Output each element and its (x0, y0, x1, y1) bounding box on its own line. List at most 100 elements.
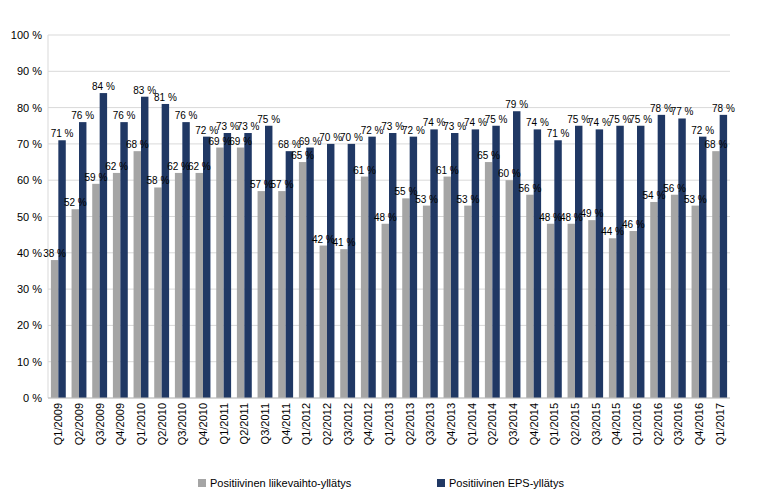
bar (616, 126, 623, 398)
bar (699, 137, 706, 398)
bar (320, 246, 327, 398)
data-label: 74 % (464, 117, 487, 128)
data-label: 73 % (381, 121, 404, 132)
bar (265, 126, 272, 398)
data-label: 69 % (299, 136, 322, 147)
data-label: 68 % (126, 139, 149, 150)
data-label: 75 % (257, 114, 280, 125)
x-tick-label: Q2/2011 (238, 403, 250, 444)
bar (720, 115, 727, 398)
bar (175, 173, 182, 398)
x-tick-label: Q4/2011 (280, 403, 292, 444)
bar (410, 137, 417, 398)
data-label: 58 % (147, 175, 170, 186)
bar (348, 144, 355, 398)
data-label: 74 % (588, 117, 611, 128)
bar (154, 187, 161, 398)
bar (113, 173, 120, 398)
data-label: 84 % (92, 81, 115, 92)
data-label: 71 % (547, 128, 570, 139)
x-tick-label: Q2/2015 (569, 403, 581, 445)
x-tick-label: Q3/2012 (342, 403, 354, 445)
bar (588, 220, 595, 398)
grid-line (48, 71, 730, 72)
x-tick-label: Q4/2015 (610, 403, 622, 445)
bar (196, 173, 203, 398)
y-tick-label: 40 % (17, 247, 42, 259)
data-label: 71 % (51, 128, 74, 139)
x-tick-label: Q2/2009 (73, 403, 85, 445)
data-label: 52 % (64, 197, 87, 208)
bar (575, 126, 582, 398)
bar (51, 260, 58, 398)
grid-line (48, 398, 730, 399)
data-label: 48 % (560, 212, 583, 223)
x-tick-label: Q4/2012 (362, 403, 374, 445)
x-tick-label: Q3/2015 (590, 403, 602, 445)
data-label: 75 % (485, 114, 508, 125)
bar (361, 177, 368, 398)
bar (554, 140, 561, 398)
x-tick-label: Q4/2014 (528, 403, 540, 445)
data-label: 74 % (526, 117, 549, 128)
data-label: 62 % (188, 161, 211, 172)
x-tick-label: Q1/2015 (548, 403, 560, 445)
data-label: 75 % (609, 114, 632, 125)
bar (547, 224, 554, 398)
data-label: 76 % (113, 110, 136, 121)
data-label: 65 % (477, 150, 500, 161)
bar (712, 151, 719, 398)
bar (258, 191, 265, 398)
bar (534, 129, 541, 398)
bar (637, 126, 644, 398)
bar (671, 195, 678, 398)
data-label: 61 % (353, 165, 376, 176)
bar (596, 129, 603, 398)
bar (506, 180, 513, 398)
x-tick-label: Q4/2016 (693, 403, 705, 445)
data-label: 57 % (250, 179, 273, 190)
data-label: 41 % (333, 237, 356, 248)
bar (382, 224, 389, 398)
bar (216, 148, 223, 398)
data-label: 81 % (154, 92, 177, 103)
data-label: 75 % (629, 114, 652, 125)
y-tick-label: 20 % (17, 319, 42, 331)
grid-line (48, 107, 730, 108)
data-label: 65 % (291, 150, 314, 161)
data-label: 60 % (498, 168, 521, 179)
bar (526, 195, 533, 398)
bar (630, 231, 637, 398)
data-label: 73 % (216, 121, 239, 132)
bar (464, 206, 471, 398)
y-tick-label: 10 % (17, 356, 42, 368)
data-label: 73 % (443, 121, 466, 132)
x-tick-label: Q2/2010 (156, 403, 168, 445)
data-label: 61 % (436, 165, 459, 176)
x-axis-line (48, 398, 730, 399)
legend-swatch (437, 479, 445, 487)
data-label: 70 % (319, 132, 342, 143)
bar (609, 238, 616, 398)
data-label: 53 % (415, 194, 438, 205)
data-label: 75 % (567, 114, 590, 125)
data-label: 72 % (691, 125, 714, 136)
data-label: 44 % (601, 226, 624, 237)
x-tick-label: Q3/2016 (672, 403, 684, 445)
x-tick-label: Q2/2013 (404, 403, 416, 445)
chart: 0 %10 %20 %30 %40 %50 %60 %70 %80 %90 %1… (0, 0, 757, 502)
bar (203, 137, 210, 398)
data-label: 57 % (271, 179, 294, 190)
data-label: 53 % (457, 194, 480, 205)
data-label: 70 % (340, 132, 363, 143)
data-label: 56 % (519, 183, 542, 194)
data-label: 62 % (105, 161, 128, 172)
x-tick-label: Q1/2012 (300, 403, 312, 445)
y-axis-line (48, 35, 49, 398)
data-label: 76 % (175, 110, 198, 121)
x-tick-label: Q2/2012 (321, 403, 333, 445)
bar (327, 144, 334, 398)
y-tick-label: 50 % (17, 211, 42, 223)
data-label: 78 % (650, 103, 673, 114)
bar (658, 115, 665, 398)
